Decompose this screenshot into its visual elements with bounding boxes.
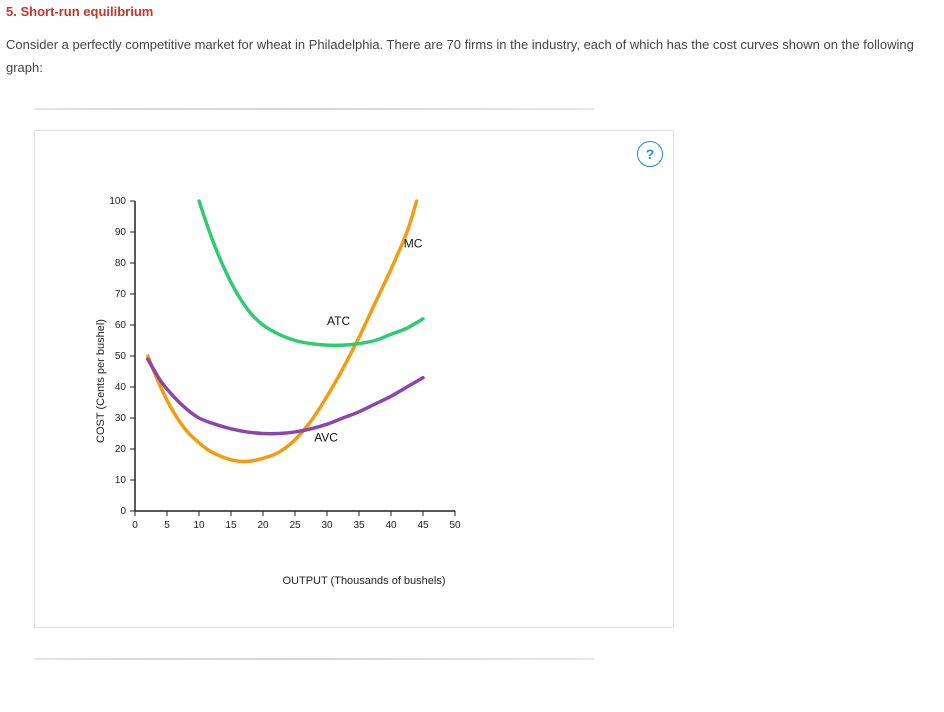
svg-text:40: 40 — [115, 382, 127, 393]
svg-text:10: 10 — [115, 475, 127, 486]
svg-text:25: 25 — [289, 520, 301, 531]
svg-text:30: 30 — [115, 413, 127, 424]
svg-text:10: 10 — [193, 520, 205, 531]
separator-bottom — [34, 658, 594, 660]
svg-text:60: 60 — [115, 320, 127, 331]
question-body: Consider a perfectly competitive market … — [6, 27, 938, 98]
svg-text:70: 70 — [115, 289, 127, 300]
x-axis-label: OUTPUT (Thousands of bushels) — [85, 575, 643, 587]
svg-text:50: 50 — [449, 520, 461, 531]
svg-text:0: 0 — [120, 506, 126, 517]
svg-text:100: 100 — [109, 196, 126, 207]
help-icon[interactable]: ? — [637, 141, 663, 167]
svg-text:35: 35 — [353, 520, 365, 531]
svg-text:20: 20 — [115, 444, 127, 455]
separator-top — [34, 108, 594, 110]
svg-text:15: 15 — [225, 520, 237, 531]
svg-text:0: 0 — [132, 520, 138, 531]
svg-text:30: 30 — [321, 520, 333, 531]
svg-text:50: 50 — [115, 351, 127, 362]
chart-svg: 0 10 20 30 40 50 60 70 80 90 100 0 5 10 15 20 25 30 35 40 45… — [85, 191, 505, 551]
y-axis-label: COST (Cents per bushel) — [95, 319, 107, 443]
svg-text:80: 80 — [115, 258, 127, 269]
question-heading: 5. Short-run equilibrium — [6, 0, 938, 27]
svg-text:AVC: AVC — [314, 430, 338, 444]
svg-text:MC: MC — [404, 236, 423, 250]
svg-text:45: 45 — [417, 520, 429, 531]
svg-text:5: 5 — [164, 520, 170, 531]
svg-text:20: 20 — [257, 520, 269, 531]
cost-curves-chart: COST (Cents per bushel) 0102030405060708… — [85, 191, 505, 571]
chart-panel: ? COST (Cents per bushel) 01020304050607… — [34, 130, 674, 628]
svg-text:ATC: ATC — [327, 314, 350, 328]
svg-text:40: 40 — [385, 520, 397, 531]
svg-text:90: 90 — [115, 227, 127, 238]
